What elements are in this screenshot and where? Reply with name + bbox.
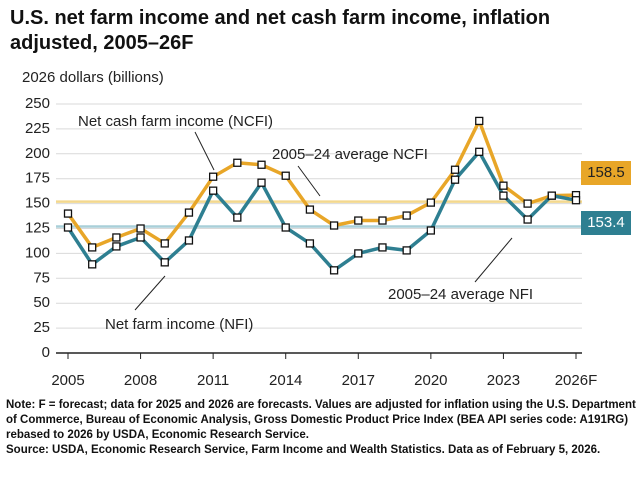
y-tick-label: 75 <box>33 269 50 286</box>
chart: 2026 dollars (billions) 0 25 50 75 100 125 150… <box>22 69 631 389</box>
x-tick-label: 2023 <box>487 372 520 389</box>
marker <box>257 160 266 169</box>
marker <box>402 246 411 255</box>
y-tick-label: 25 <box>33 319 50 336</box>
y-tick-label: 50 <box>33 294 50 311</box>
marker <box>329 266 339 275</box>
marker <box>305 205 315 214</box>
marker <box>184 236 194 245</box>
reference-label: 2005–24 average NCFI <box>272 146 428 163</box>
chart-title: U.S. net farm income and net cash farm i… <box>10 7 551 54</box>
marker <box>160 258 169 267</box>
series-line <box>66 150 577 273</box>
marker <box>88 260 97 269</box>
marker <box>136 224 145 233</box>
marker <box>426 198 436 207</box>
marker <box>208 172 218 181</box>
marker <box>426 226 436 235</box>
marker <box>233 158 242 167</box>
marker <box>475 116 484 126</box>
source: Source: USDA, Economic Research Service,… <box>6 444 601 456</box>
marker <box>547 191 556 200</box>
marker <box>184 208 194 217</box>
marker <box>112 242 121 251</box>
x-tick-label: 2005 <box>51 372 84 389</box>
series-label: Net cash farm income (NCFI) <box>78 113 273 130</box>
leader <box>194 131 215 171</box>
y-tick-label: 125 <box>25 219 50 236</box>
marker <box>402 211 411 220</box>
y-tick-label: 0 <box>42 344 50 361</box>
marker <box>257 178 266 187</box>
marker <box>354 249 363 258</box>
x-tick-label: 2014 <box>269 372 302 389</box>
x-tick-label: 2020 <box>414 372 447 389</box>
leader <box>297 165 321 197</box>
notes: Note: F = forecast; data for 2025 and 20… <box>6 398 636 458</box>
marker <box>136 233 145 242</box>
marker <box>378 243 387 252</box>
marker <box>571 196 581 205</box>
reference-label: 2005–24 average NFI <box>388 286 533 303</box>
marker <box>112 233 121 242</box>
marker <box>523 215 532 224</box>
marker <box>475 147 484 156</box>
x-tick-label: 2008 <box>124 372 157 389</box>
marker <box>281 171 290 180</box>
end-label-box <box>581 161 631 185</box>
marker <box>88 243 97 252</box>
marker <box>63 209 73 218</box>
marker <box>63 223 73 232</box>
y-tick-label: 200 <box>25 145 50 162</box>
marker <box>160 239 169 248</box>
end-label: 153.4 <box>587 214 625 231</box>
marker <box>281 223 290 232</box>
y-tick-label: 225 <box>25 120 50 137</box>
marker <box>305 239 315 248</box>
marker <box>450 175 460 184</box>
leader <box>474 237 513 283</box>
marker <box>354 216 363 225</box>
x-tick-label: 2026F <box>555 372 598 389</box>
end-label: 158.5 <box>587 164 625 181</box>
marker <box>499 181 508 190</box>
x-tick-label: 2011 <box>197 372 229 389</box>
x-tick-label: 2017 <box>342 372 375 389</box>
y-tick-label: 150 <box>25 195 50 212</box>
series-label: Net farm income (NFI) <box>105 316 253 333</box>
marker <box>329 221 339 230</box>
marker <box>523 199 532 208</box>
series-line <box>66 119 577 250</box>
y-axis-label: 2026 dollars (billions) <box>22 69 164 86</box>
marker <box>233 213 242 222</box>
note: Note: F = forecast; data for 2025 and 20… <box>6 399 636 441</box>
y-tick-label: 175 <box>25 170 50 187</box>
end-label-box <box>581 211 631 235</box>
marker <box>208 186 218 195</box>
y-tick-label: 250 <box>25 95 50 112</box>
marker <box>499 191 508 200</box>
marker <box>378 216 387 225</box>
marker <box>450 165 460 174</box>
leader <box>134 275 166 311</box>
y-tick-label: 100 <box>25 244 50 261</box>
